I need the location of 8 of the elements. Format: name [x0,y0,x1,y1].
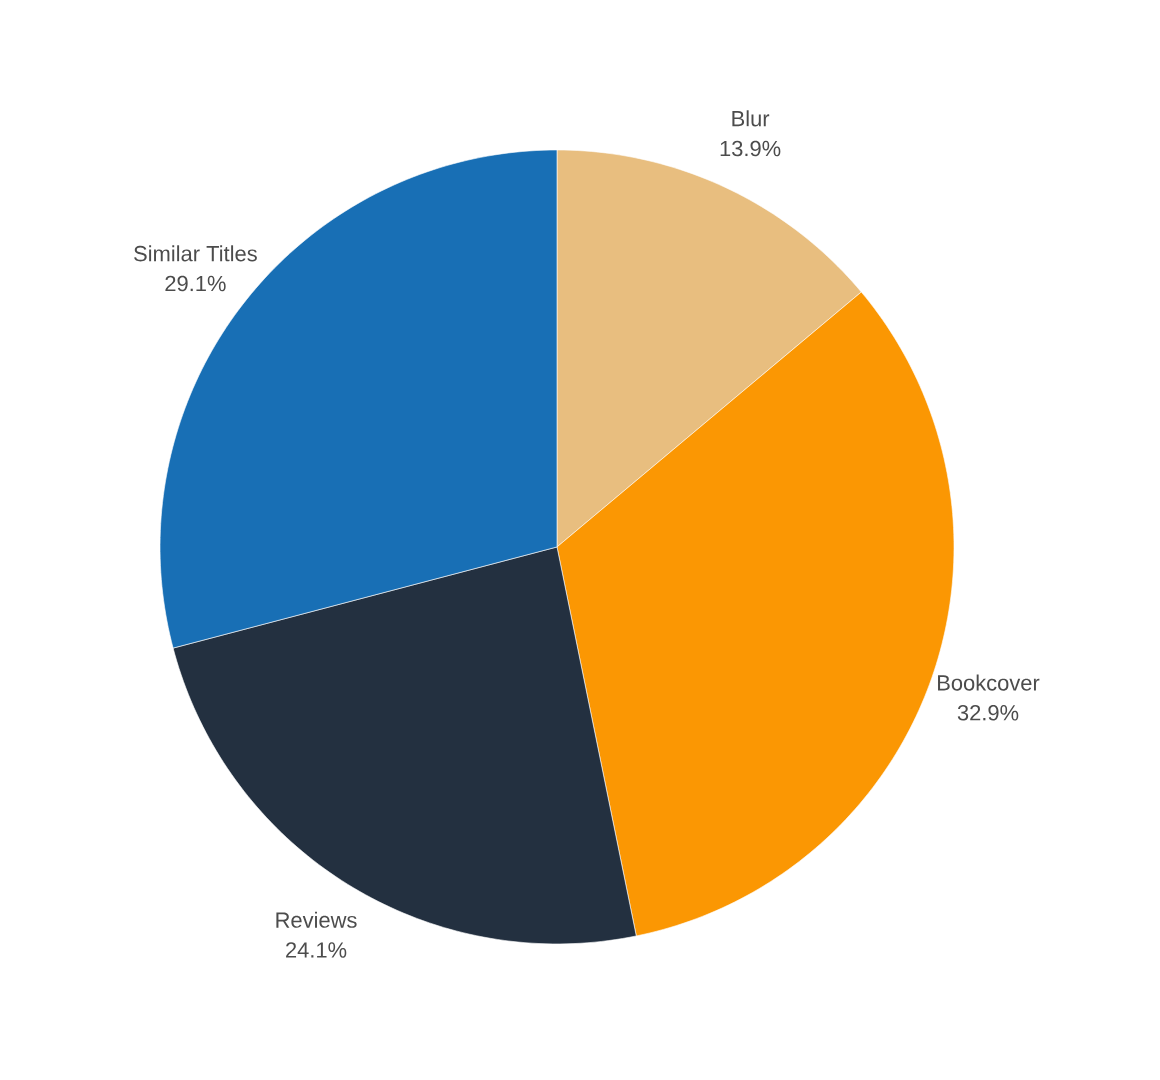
data-label: 29.1% [165,275,226,292]
slice-label: Reviews [276,911,357,928]
data-label: 32.9% [957,705,1019,721]
slice-label: Similar Titles [134,245,257,262]
slice-label: Bookcover [938,674,1040,691]
data-label: 13.9% [720,140,781,157]
data-label: 24.1% [286,942,347,958]
slice-label: Blur [732,110,770,127]
